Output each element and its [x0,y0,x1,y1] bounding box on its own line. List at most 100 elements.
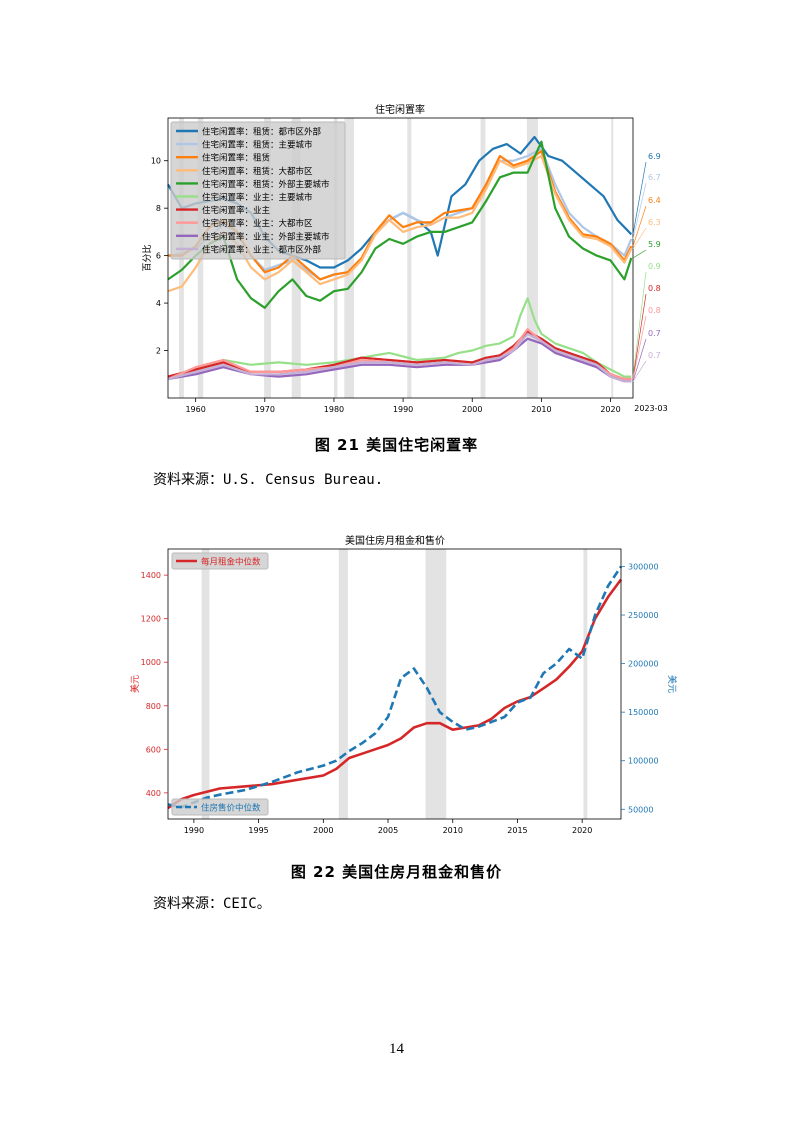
right-y-tick-label: 250000 [628,611,659,620]
series-line [167,565,623,809]
x-tick-label: 1990 [184,826,204,835]
leader-line [632,293,647,380]
legend-label: 住房售价中位数 [201,803,261,814]
end-value-label: 0.8 [648,306,661,315]
leader-line [632,161,647,235]
x-end-label: 2023-03 [634,404,667,413]
legend: 住宅闲置率：租赁：都市区外部住宅闲置率：租赁：主要城市住宅闲置率：租赁住宅闲置率… [170,121,346,260]
legend-label: 住宅闲置率：租赁：外部主要城市 [202,179,330,190]
x-tick-label: 1995 [248,826,268,835]
series-line [167,332,632,383]
figure-source-21: 资料来源：U.S. Census Bureau. [153,472,384,488]
left-y-tick-label: 1200 [141,615,161,624]
recession-band [338,549,348,819]
recession-band [611,118,614,398]
right-y-tick-label: 50000 [628,805,653,814]
y-tick-label: 10 [151,157,161,166]
x-tick-label: 2020 [572,826,592,835]
left-axis-label: 美元 [129,675,141,693]
legend-label: 住宅闲置率：业主：都市区外部 [202,244,322,255]
series-line [167,297,632,378]
figure-source-22: 资料来源：CEIC。 [153,896,271,912]
end-value-label: 0.8 [648,284,661,293]
x-tick-label: 1990 [393,405,413,414]
series-line [167,154,633,293]
y-tick-label: 4 [156,299,161,308]
leader-line [632,315,647,380]
page-number: 14 [389,1041,404,1057]
leader-line [632,227,647,249]
leader-line [632,182,647,240]
x-tick-label: 2015 [507,826,527,835]
legend-label: 每月租金中位数 [201,557,261,568]
series-line [167,578,623,810]
rent-price-chart: 美国住房月租金和售价 1990 1995 2000 2005 2010 2015 2020 4… [129,534,678,835]
legend-label: 住宅闲置率：业主：大都市区 [202,218,313,229]
right-y-tick-label: 100000 [628,757,659,766]
end-value-labels: 6.9 6.7 6.4 6.3 5.9 0.9 0.8 0.8 0.7 0.7 [632,152,661,382]
leader-line [632,360,647,382]
right-y-tick-label: 150000 [628,708,659,717]
left-y-tick-label: 600 [146,745,161,754]
recession-band [201,549,210,819]
legend-box [171,552,269,570]
x-tick-label: 2000 [462,405,482,414]
x-tick-label: 2000 [313,826,333,835]
left-y-tick-label: 400 [146,789,161,798]
x-tick-label: 1960 [185,405,205,414]
recession-band [526,118,538,398]
end-value-label: 5.9 [648,240,661,249]
series-lines [167,565,623,810]
leader-line [632,249,647,259]
x-tick-label: 2020 [600,405,620,414]
axes: 1990 1995 2000 2005 2010 2015 2020 400 600 800 100… [141,562,659,835]
end-value-label: 0.9 [648,262,661,271]
recession-band [480,118,486,398]
x-tick-label: 2010 [531,405,551,414]
recession-bands [201,549,588,819]
series-line [167,140,633,309]
vacancy-rate-chart: 住宅闲置率 1960 1970 1980 1990 2000 2010 2020 2 4 6 8 10… [141,103,668,414]
legend-label: 住宅闲置率：租赁：主要城市 [202,140,313,151]
series-line [167,337,632,383]
end-value-label: 0.7 [648,329,661,338]
left-y-tick-label: 1000 [141,658,161,667]
end-value-label: 0.7 [648,351,661,360]
right-y-tick-label: 200000 [628,660,659,669]
x-tick-label: 1970 [255,405,275,414]
left-y-tick-label: 1400 [141,571,161,580]
legend-box [170,121,346,260]
end-value-label: 6.4 [648,196,661,205]
recession-band [407,118,412,398]
end-value-label: 6.7 [648,173,661,182]
legend-label: 住宅闲置率：租赁：都市区外部 [202,127,322,138]
recession-band [425,549,447,819]
leader-line [632,338,647,382]
right-y-tick-label: 300000 [628,562,659,571]
x-tick-label: 2005 [378,826,398,835]
x-tick-label: 2010 [443,826,463,835]
plot-frame [167,548,622,820]
y-tick-label: 8 [156,204,161,213]
recession-band [583,549,588,819]
end-value-label: 6.3 [648,218,661,227]
legend-box [171,798,269,816]
right-axis-label: 美元 [666,675,678,693]
legend-label: 住宅闲置率：业主 [202,205,271,216]
chart-title: 住宅闲置率 [375,103,425,116]
figure-caption-22: 图 22 美国住房月租金和售价 [290,863,503,881]
leader-line [632,271,647,377]
y-axis-label: 百分比 [141,244,153,271]
y-tick-label: 6 [156,252,161,261]
end-value-label: 6.9 [648,152,661,161]
leader-line [632,205,647,247]
legend-label: 住宅闲置率：租赁：大都市区 [202,166,313,177]
figure-caption-21: 图 21 美国住宅闲置率 [314,436,479,454]
axes: 1960 1970 1980 1990 2000 2010 2020 2 4 6 8 10 [151,157,621,414]
legend-label: 住宅闲置率：租赁 [202,153,271,164]
y-tick-label: 2 [156,347,161,356]
legend-label: 住宅闲置率：业主：外部主要城市 [202,231,330,242]
left-y-tick-label: 800 [146,702,161,711]
